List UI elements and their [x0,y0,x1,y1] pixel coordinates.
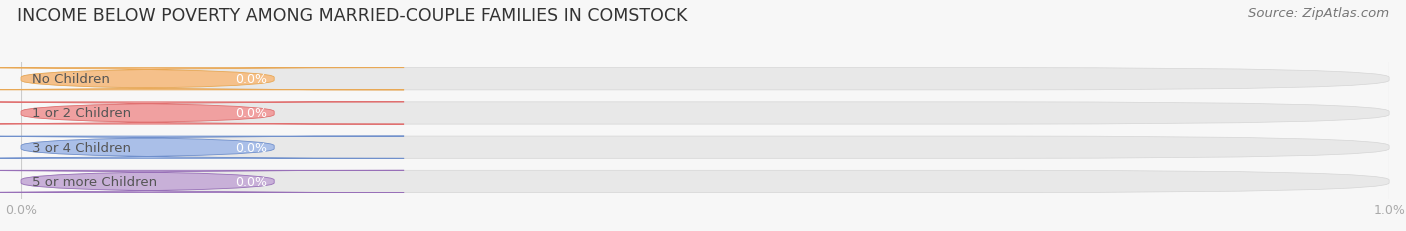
Text: Source: ZipAtlas.com: Source: ZipAtlas.com [1249,7,1389,20]
FancyBboxPatch shape [21,102,1389,125]
FancyBboxPatch shape [21,170,1389,193]
FancyBboxPatch shape [0,68,404,91]
Text: INCOME BELOW POVERTY AMONG MARRIED-COUPLE FAMILIES IN COMSTOCK: INCOME BELOW POVERTY AMONG MARRIED-COUPL… [17,7,688,25]
FancyBboxPatch shape [21,137,1389,159]
Text: 0.0%: 0.0% [235,141,267,154]
Text: 1 or 2 Children: 1 or 2 Children [32,107,131,120]
Text: 0.0%: 0.0% [235,175,267,188]
FancyBboxPatch shape [21,68,1389,91]
Text: 5 or more Children: 5 or more Children [32,175,157,188]
Text: No Children: No Children [32,73,110,86]
Text: 0.0%: 0.0% [235,107,267,120]
Text: 3 or 4 Children: 3 or 4 Children [32,141,131,154]
Text: 0.0%: 0.0% [235,73,267,86]
FancyBboxPatch shape [0,137,404,159]
FancyBboxPatch shape [0,170,404,193]
FancyBboxPatch shape [0,102,404,125]
